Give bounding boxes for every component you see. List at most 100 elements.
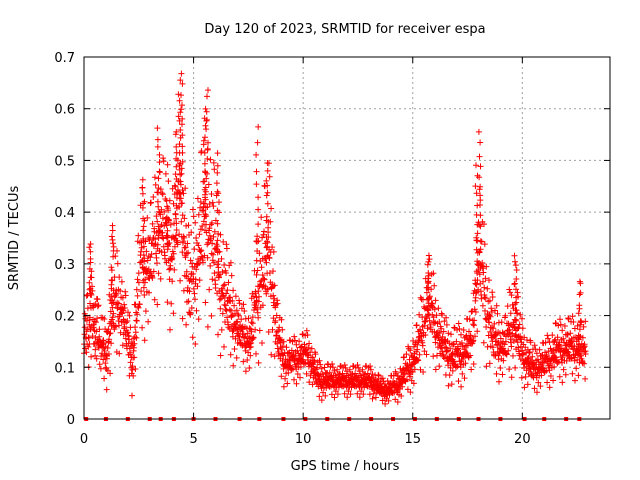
data-point (277, 339, 284, 346)
data-point (197, 226, 204, 233)
data-point (581, 360, 588, 367)
data-point (255, 206, 262, 213)
data-point (420, 369, 427, 375)
data-point (217, 305, 224, 312)
data-point (225, 279, 232, 286)
data-point (126, 312, 133, 319)
data-point (531, 385, 538, 392)
data-point (254, 139, 261, 146)
data-point (490, 325, 497, 332)
data-point (483, 263, 490, 270)
data-point (148, 251, 155, 258)
data-point (263, 177, 270, 184)
data-point (283, 344, 290, 351)
data-point (303, 370, 310, 377)
data-point (179, 212, 186, 219)
data-point (178, 200, 185, 207)
data-point (492, 332, 499, 339)
data-point (86, 334, 92, 341)
data-point (354, 362, 361, 368)
data-point (313, 380, 320, 387)
data-point (242, 368, 249, 375)
data-point (264, 160, 271, 166)
data-point (432, 297, 439, 304)
data-point (506, 286, 513, 293)
data-point (167, 262, 174, 269)
data-point (476, 249, 483, 256)
data-point (227, 351, 234, 358)
data-point (256, 327, 263, 334)
data-point (342, 364, 349, 371)
data-point (214, 243, 221, 250)
data-point (526, 349, 533, 355)
data-point (127, 359, 134, 366)
data-point (196, 277, 203, 284)
data-point (514, 310, 520, 317)
data-point (208, 250, 215, 257)
data-point (547, 373, 554, 379)
data-point (177, 77, 184, 84)
data-point (253, 151, 260, 158)
data-point (406, 356, 413, 363)
data-point (483, 363, 490, 370)
data-point (458, 340, 465, 346)
data-point (151, 174, 158, 181)
data-point (232, 335, 239, 342)
data-point (488, 305, 495, 312)
data-point (214, 248, 221, 255)
data-point (170, 250, 177, 257)
data-point (145, 318, 152, 325)
data-point (198, 148, 205, 155)
data-point (508, 343, 515, 350)
data-point (195, 242, 202, 249)
data-point (344, 394, 351, 401)
data-point (486, 312, 493, 319)
data-point (445, 330, 452, 337)
data-point (164, 227, 171, 234)
data-point (173, 155, 180, 162)
data-point (497, 365, 504, 371)
data-point (446, 372, 453, 379)
data-point (218, 255, 225, 262)
data-point (466, 316, 473, 323)
data-point (521, 384, 528, 391)
data-point (571, 325, 578, 332)
data-point (288, 366, 295, 373)
data-point (116, 350, 123, 357)
data-point (534, 356, 541, 363)
data-point (511, 281, 518, 288)
data-point (104, 345, 111, 351)
data-point (215, 230, 222, 237)
data-point (107, 370, 114, 377)
data-point (513, 294, 520, 301)
data-point (472, 183, 479, 190)
data-point (501, 341, 508, 348)
data-point (125, 309, 131, 316)
data-point (214, 162, 221, 169)
data-point (513, 286, 519, 293)
data-point (446, 340, 453, 347)
data-point (486, 360, 493, 367)
data-point (139, 190, 146, 197)
data-point (233, 354, 240, 361)
data-point (108, 233, 115, 240)
data-point (91, 318, 98, 325)
data-point (460, 327, 467, 333)
data-point (210, 233, 217, 240)
data-point (176, 204, 183, 210)
data-point (155, 185, 162, 192)
data-point (202, 196, 209, 203)
data-point (557, 316, 563, 323)
data-point (191, 246, 198, 253)
data-point (218, 326, 225, 333)
data-point (477, 139, 484, 146)
data-point (136, 301, 143, 308)
data-point (192, 276, 199, 283)
data-point (498, 319, 505, 326)
data-point (256, 293, 262, 300)
data-point (522, 373, 529, 380)
data-point (204, 93, 210, 100)
data-point (119, 342, 126, 349)
data-point (455, 320, 462, 327)
